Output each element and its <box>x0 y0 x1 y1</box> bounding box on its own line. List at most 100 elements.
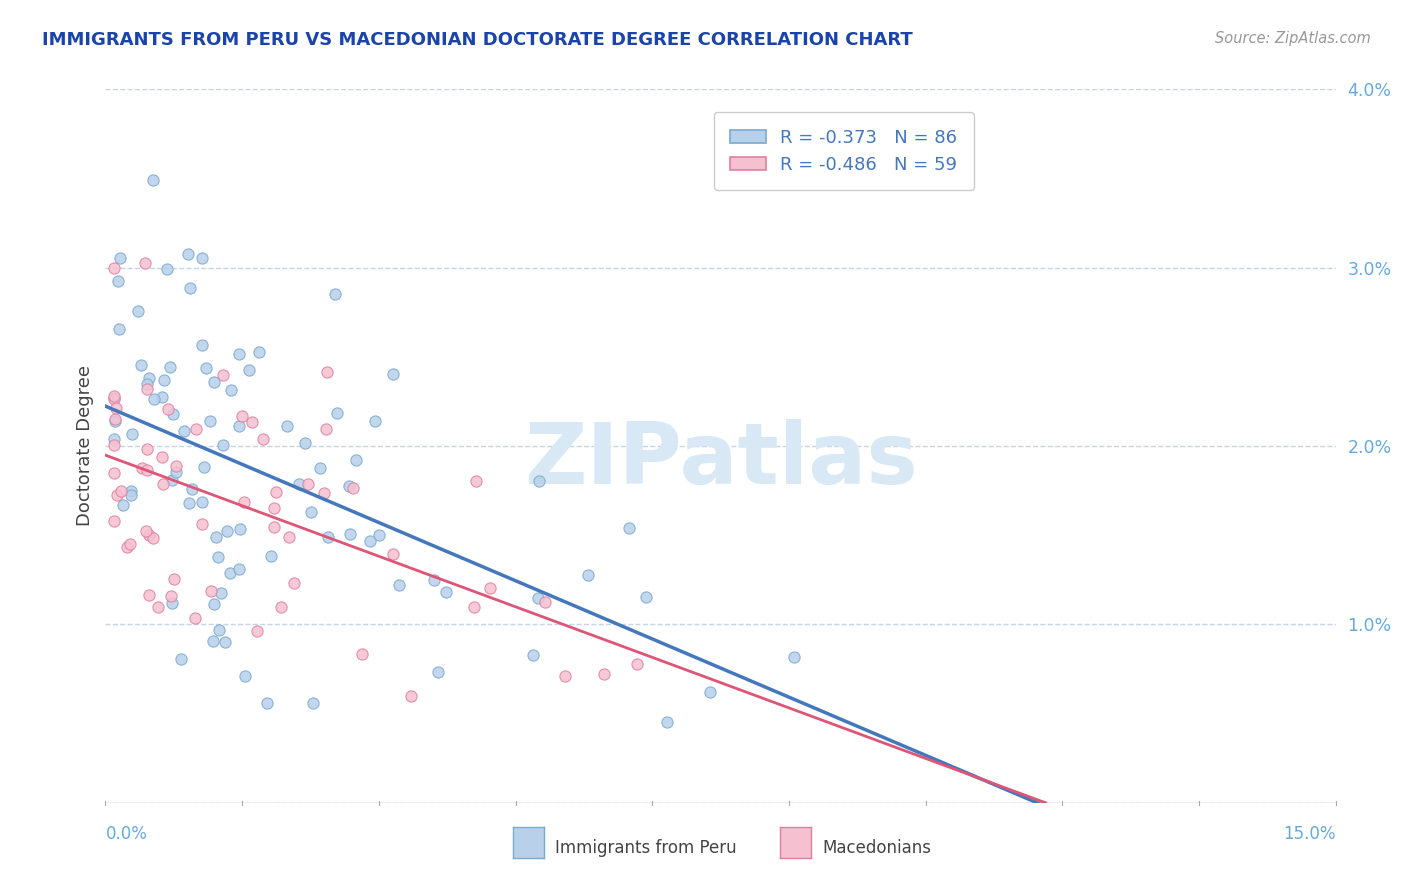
Point <box>134 524 156 538</box>
Point <box>190 495 212 509</box>
Text: Macedonians: Macedonians <box>823 839 932 857</box>
Point <box>120 483 142 498</box>
Point <box>162 407 184 421</box>
Point <box>228 522 250 536</box>
Point <box>201 633 224 648</box>
Point <box>157 402 180 417</box>
Text: Source: ZipAtlas.com: Source: ZipAtlas.com <box>1215 31 1371 46</box>
Point <box>270 600 292 615</box>
Point <box>233 495 256 509</box>
Point <box>246 624 269 638</box>
Point <box>135 377 157 392</box>
Point <box>522 648 544 662</box>
Point <box>426 665 449 679</box>
Point <box>173 424 195 438</box>
Point <box>266 485 288 500</box>
Point <box>103 433 125 447</box>
Point <box>655 714 678 729</box>
Point <box>120 488 142 502</box>
Point <box>103 260 125 275</box>
Point <box>150 450 173 464</box>
Point <box>260 549 283 563</box>
Point <box>142 392 165 407</box>
Point <box>181 482 204 496</box>
Point <box>228 419 250 434</box>
Point <box>207 550 229 565</box>
Point <box>110 484 132 499</box>
Point <box>301 696 323 710</box>
Point <box>278 530 301 544</box>
Point <box>136 442 159 457</box>
Point <box>283 576 305 591</box>
Point <box>214 635 236 649</box>
Point <box>240 415 263 429</box>
Text: Immigrants from Peru: Immigrants from Peru <box>555 839 737 857</box>
Point <box>208 623 231 637</box>
Point <box>326 405 349 419</box>
Point <box>205 530 228 544</box>
Point <box>228 347 250 361</box>
Point <box>699 685 721 699</box>
Point <box>108 321 131 335</box>
Point <box>103 391 125 405</box>
Point <box>103 515 125 529</box>
Point <box>231 409 253 424</box>
Point <box>131 460 153 475</box>
Point <box>294 435 316 450</box>
Point <box>337 479 360 493</box>
Point <box>578 567 600 582</box>
Point <box>103 389 125 403</box>
Point <box>150 390 173 404</box>
Point <box>127 304 149 318</box>
Point <box>138 370 160 384</box>
Point <box>191 252 214 266</box>
Y-axis label: Doctorate Degree: Doctorate Degree <box>76 366 94 526</box>
Point <box>131 358 153 372</box>
Point <box>367 528 389 542</box>
Point <box>316 365 339 379</box>
Point <box>217 524 239 538</box>
Point <box>219 566 242 580</box>
Point <box>104 414 127 428</box>
Text: IMMIGRANTS FROM PERU VS MACEDONIAN DOCTORATE DEGREE CORRELATION CHART: IMMIGRANTS FROM PERU VS MACEDONIAN DOCTO… <box>42 31 912 49</box>
Point <box>228 561 250 575</box>
Point <box>103 438 125 452</box>
Point <box>163 572 186 586</box>
Text: ZIPatlas: ZIPatlas <box>523 418 918 502</box>
Point <box>478 581 501 595</box>
Point <box>136 462 159 476</box>
Point <box>247 344 270 359</box>
Point <box>297 477 319 491</box>
Point <box>323 287 346 301</box>
Point <box>211 438 233 452</box>
Point <box>200 584 222 599</box>
Point <box>118 537 141 551</box>
Point <box>159 359 181 374</box>
Point <box>252 432 274 446</box>
Point <box>211 368 233 383</box>
Point <box>783 650 806 665</box>
Legend: R = -0.373   N = 86, R = -0.486   N = 59: R = -0.373 N = 86, R = -0.486 N = 59 <box>714 112 973 190</box>
Point <box>183 611 205 625</box>
Point <box>527 474 550 488</box>
Point <box>238 363 260 377</box>
Point <box>434 585 457 599</box>
Point <box>152 373 174 387</box>
Point <box>309 461 332 475</box>
Point <box>107 275 129 289</box>
Point <box>344 453 367 467</box>
Point <box>198 414 221 428</box>
Point <box>135 382 157 396</box>
Point <box>219 383 242 397</box>
Point <box>117 540 139 554</box>
Point <box>263 500 285 515</box>
Point <box>142 531 165 545</box>
Point <box>146 600 169 615</box>
Point <box>152 476 174 491</box>
Point <box>342 481 364 495</box>
Point <box>534 595 557 609</box>
Point <box>160 590 183 604</box>
Point <box>399 689 422 703</box>
Point <box>617 521 640 535</box>
Point <box>103 467 125 481</box>
